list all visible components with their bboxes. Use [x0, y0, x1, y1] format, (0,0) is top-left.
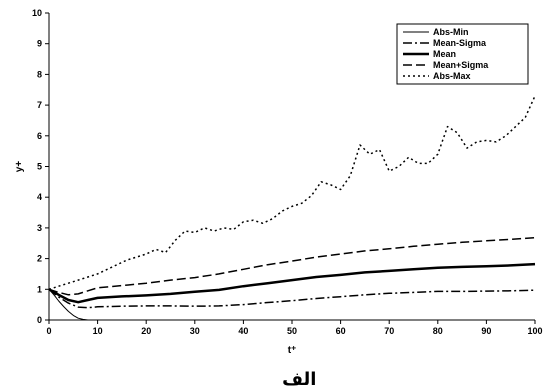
y-tick-label: 1	[37, 284, 42, 294]
series-layer	[48, 95, 536, 321]
y-tick-label: 0	[37, 315, 42, 325]
x-tick-label: 20	[141, 326, 151, 336]
y-tick-label: 4	[37, 192, 42, 202]
series-line-mean	[48, 262, 536, 304]
legend-label: Mean-Sigma	[433, 38, 487, 48]
x-tick-label: 10	[93, 326, 103, 336]
x-tick-label: 100	[527, 326, 542, 336]
series-line-abs-max	[48, 95, 536, 291]
legend-label: Mean+Sigma	[433, 60, 489, 70]
x-tick-label: 70	[384, 326, 394, 336]
x-tick-label: 90	[481, 326, 491, 336]
legend-label: Abs-Min	[433, 27, 469, 37]
legend-label: Mean	[433, 49, 456, 59]
y-tick-label: 5	[37, 162, 42, 172]
x-axis-label: t⁺	[288, 345, 297, 356]
x-tick-label: 50	[287, 326, 297, 336]
series-line-abs-min	[48, 288, 88, 321]
x-tick-label: 0	[46, 326, 51, 336]
y-tick-label: 8	[37, 69, 42, 79]
x-tick-label: 80	[433, 326, 443, 336]
series-line-mean-sigma	[48, 288, 536, 309]
x-tick-label: 40	[238, 326, 248, 336]
y-tick-label: 10	[32, 8, 42, 18]
y-tick-label: 9	[37, 39, 42, 49]
legend-label: Abs-Max	[433, 71, 471, 81]
x-tick-label: 60	[336, 326, 346, 336]
y-tick-label: 6	[37, 131, 42, 141]
y-tick-label: 2	[37, 254, 42, 264]
x-tick-label: 30	[190, 326, 200, 336]
series-line-mean-sigma	[48, 236, 536, 296]
axes: 0 10 20 30 40 50 60 70 80 90 100 0 1 2 3 4 5 6 7 8 9 10	[32, 8, 543, 336]
y-tick-label: 7	[37, 100, 42, 110]
y-tick-label: 3	[37, 223, 42, 233]
y-axis-label: y+	[14, 161, 25, 173]
figure-caption: الف	[282, 369, 316, 389]
